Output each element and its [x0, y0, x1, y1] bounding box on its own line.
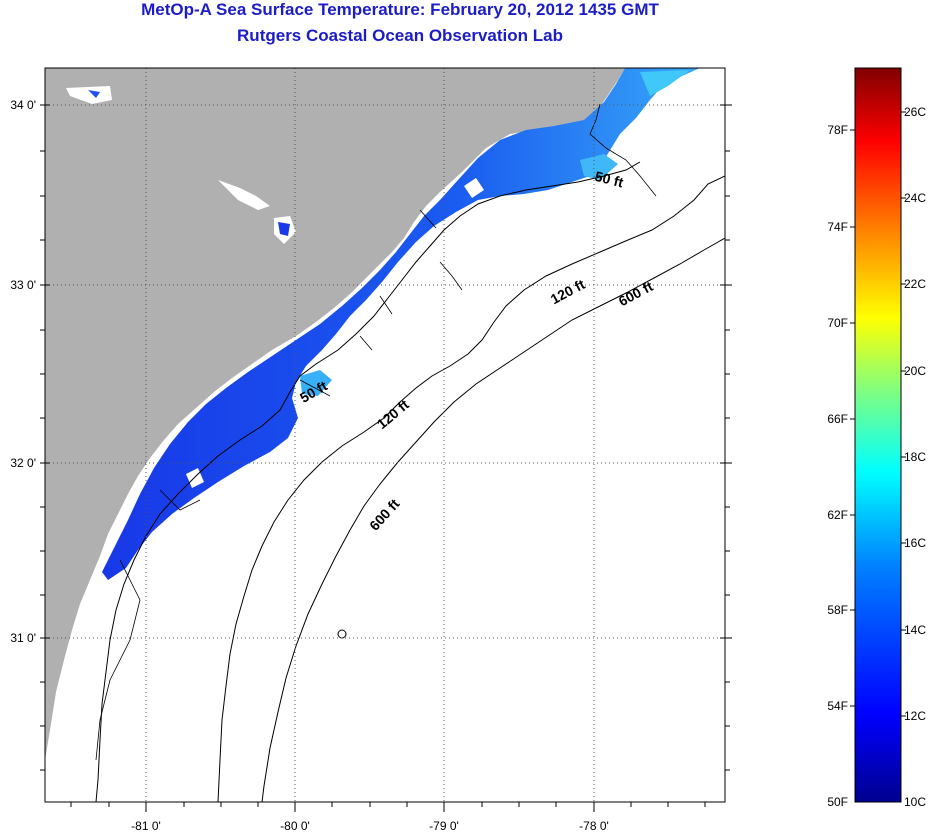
cb-f-50: 50F — [827, 795, 848, 809]
cb-c-10: 10C — [904, 795, 926, 809]
cb-c-12: 12C — [904, 709, 926, 723]
cb-c-18: 18C — [904, 450, 926, 464]
lon-label-78: -78 0' — [579, 819, 609, 832]
cb-c-16: 16C — [904, 536, 926, 550]
cb-c-22: 22C — [904, 277, 926, 291]
lon-label-81: -81 0' — [131, 819, 161, 832]
cb-f-62: 62F — [827, 508, 848, 522]
cb-c-26: 26C — [904, 105, 926, 119]
lat-label-34: 34 0' — [10, 98, 36, 112]
axis-ticks — [40, 104, 732, 812]
cb-c-14: 14C — [904, 623, 926, 637]
cb-c-24: 24C — [904, 191, 926, 205]
cb-f-78: 78F — [827, 123, 848, 137]
lat-label-33: 33 0' — [10, 278, 36, 292]
sst-swath — [102, 68, 700, 580]
cb-f-66: 66F — [827, 412, 848, 426]
lon-label-80: -80 0' — [280, 819, 310, 832]
cb-c-20: 20C — [904, 364, 926, 378]
cb-f-70: 70F — [827, 316, 848, 330]
lat-label-32: 32 0' — [10, 456, 36, 470]
colorbar-ticks — [850, 111, 906, 717]
lat-label-31: 31 0' — [10, 631, 36, 645]
graticule — [45, 68, 725, 802]
lon-label-79: -79 0' — [429, 819, 459, 832]
map-title: MetOp-A Sea Surface Temperature: Februar… — [141, 0, 659, 19]
cb-f-54: 54F — [827, 699, 848, 713]
cb-f-58: 58F — [827, 603, 848, 617]
contour-120ft — [217, 175, 725, 802]
contour-50ft — [95, 161, 641, 802]
land-mass — [45, 68, 625, 760]
colorbar — [854, 67, 902, 803]
map-subtitle: Rutgers Coastal Ocean Observation Lab — [237, 26, 563, 45]
cb-f-74: 74F — [827, 220, 848, 234]
contour-600ft — [261, 237, 725, 802]
contour-label-50ft-north: 50 ft — [593, 168, 625, 191]
